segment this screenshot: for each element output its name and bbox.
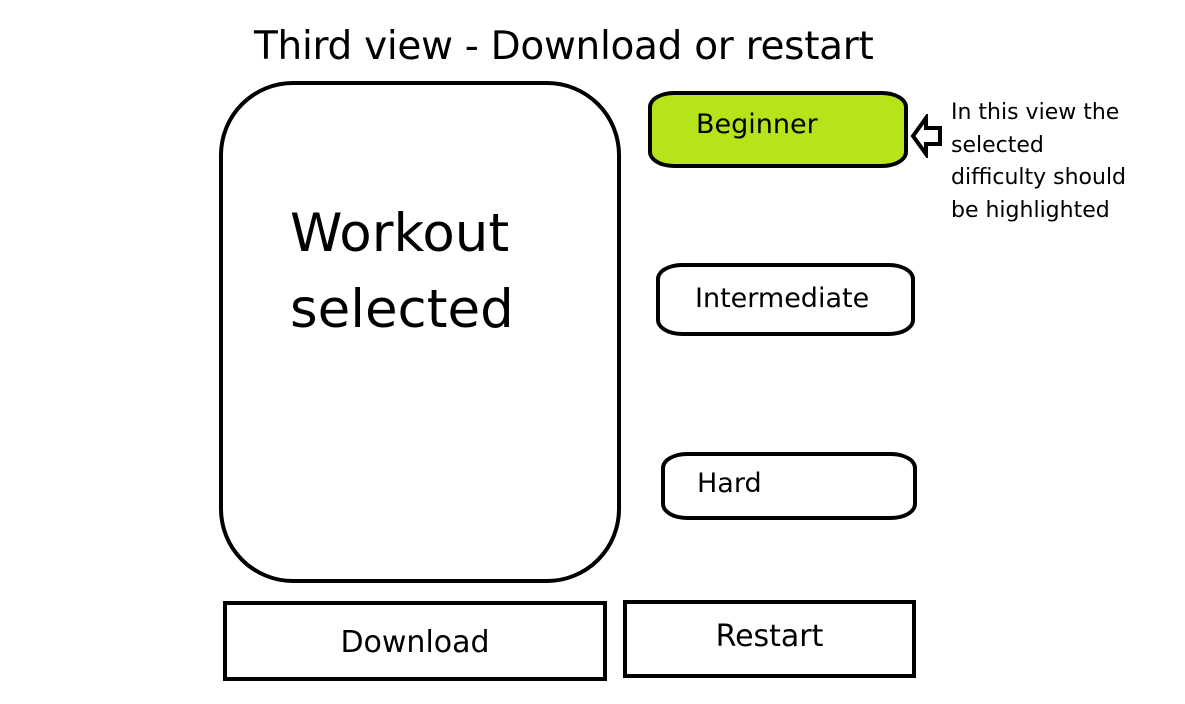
workout-panel xyxy=(219,81,621,583)
page-title: Third view - Download or restart xyxy=(254,24,874,69)
difficulty-beginner-button[interactable]: Beginner xyxy=(648,91,908,168)
difficulty-intermediate-label: Intermediate xyxy=(695,282,870,314)
download-button-label: Download xyxy=(340,624,490,660)
annotation-line-1: In this view the xyxy=(951,100,1120,125)
difficulty-hard-label: Hard xyxy=(697,468,762,499)
workout-label-line-1: Workout xyxy=(290,203,510,264)
workout-label-line-2: selected xyxy=(290,279,514,340)
difficulty-beginner-label: Beginner xyxy=(696,109,818,140)
restart-button-label: Restart xyxy=(715,618,824,654)
annotation-line-4: be highlighted xyxy=(951,197,1110,223)
annotation-line-2: selected xyxy=(951,132,1044,158)
annotation-line-3: difficulty should xyxy=(951,165,1127,190)
difficulty-hard-button[interactable]: Hard xyxy=(661,452,917,520)
difficulty-intermediate-button[interactable]: Intermediate xyxy=(656,263,915,336)
arrow-left-icon xyxy=(910,114,942,158)
annotation-note: In this view the selected difficulty sho… xyxy=(951,97,1181,227)
download-button[interactable]: Download xyxy=(223,601,607,681)
workout-selected-label: Workout selected xyxy=(290,196,590,348)
restart-button[interactable]: Restart xyxy=(623,600,916,678)
